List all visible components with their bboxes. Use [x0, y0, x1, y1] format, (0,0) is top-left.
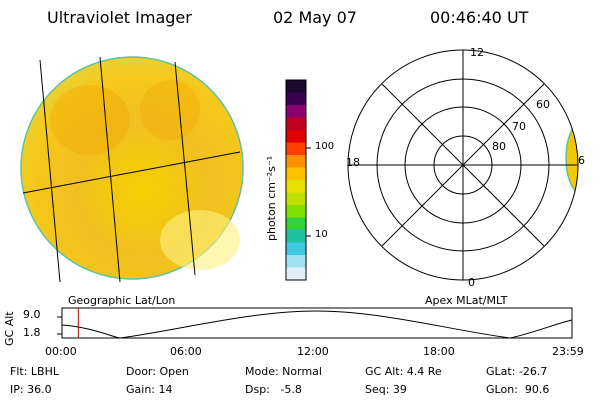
colorbar-segment [286, 217, 306, 231]
colorbar-segment [286, 142, 306, 156]
time-tick-0600: 06:00 [170, 345, 202, 358]
alt-tick-1-8: 1.8 [23, 326, 41, 339]
info-door: Door: Open [126, 365, 189, 378]
info-glon: GLon: 90.6 [486, 383, 550, 396]
earth-disk-image [20, 56, 244, 280]
polar-plot [347, 49, 579, 281]
left-panel-label: Geographic Lat/Lon [68, 294, 176, 307]
colorbar-segment [286, 155, 306, 168]
altitude-curve [61, 310, 573, 339]
colorbar [286, 80, 306, 281]
colorbar-segment [286, 192, 306, 206]
colorbar-segment [286, 105, 306, 118]
time-tick-2359: 23:59 [552, 345, 584, 358]
colorbar-segment [286, 167, 306, 181]
altitude-strip [57, 307, 573, 339]
colorbar-segment [286, 92, 306, 106]
info-gc-alt: GC Alt: 4.4 Re [365, 365, 442, 378]
info-flt: Flt: LBHL [10, 365, 59, 378]
lat-label-60: 60 [536, 98, 550, 111]
date-label: 02 May 07 [273, 8, 357, 27]
mlt-label-6: 6 [578, 154, 585, 167]
colorbar-segment [286, 242, 306, 256]
gc-alt-axis-label: GC Alt [3, 311, 16, 346]
geographic-grid [22, 56, 241, 283]
colorbar-segment [286, 80, 306, 93]
info-gain: Gain: 14 [126, 383, 173, 396]
colorbar-frame [285, 79, 307, 281]
lat-label-80: 80 [492, 140, 506, 153]
colorbar-segment [286, 267, 306, 281]
time-tick-1800: 18:00 [423, 345, 455, 358]
colorbar-label-10: 10 [315, 229, 328, 240]
mlt-label-18: 18 [346, 156, 360, 169]
info-dsp: Dsp: -5.8 [245, 383, 302, 396]
colorbar-segment [286, 255, 306, 268]
info-seq: Seq: 39 [365, 383, 407, 396]
instrument-title: Ultraviolet Imager [47, 8, 192, 27]
colorbar-segment [286, 130, 306, 143]
alt-tick-9: 9.0 [23, 308, 41, 321]
info-ip: IP: 36.0 [10, 383, 52, 396]
colorbar-segment [286, 230, 306, 243]
time-tick-1200: 12:00 [297, 345, 329, 358]
time-tick-0000: 00:00 [45, 345, 77, 358]
mlt-label-0: 0 [468, 276, 475, 289]
colorbar-unit: photon cm⁻²s⁻¹ [265, 155, 278, 241]
time-label: 00:46:40 UT [430, 8, 529, 27]
colorbar-segment [286, 180, 306, 193]
polar-aurora-patch [565, 121, 578, 195]
colorbar-segment [286, 205, 306, 218]
mlt-label-12: 12 [470, 46, 484, 59]
info-mode: Mode: Normal [245, 365, 322, 378]
colorbar-segment [286, 117, 306, 131]
right-panel-label: Apex MLat/MLT [425, 294, 508, 307]
info-glat: GLat: -26.7 [486, 365, 548, 378]
lat-label-70: 70 [512, 120, 526, 133]
colorbar-label-100: 100 [315, 141, 335, 152]
